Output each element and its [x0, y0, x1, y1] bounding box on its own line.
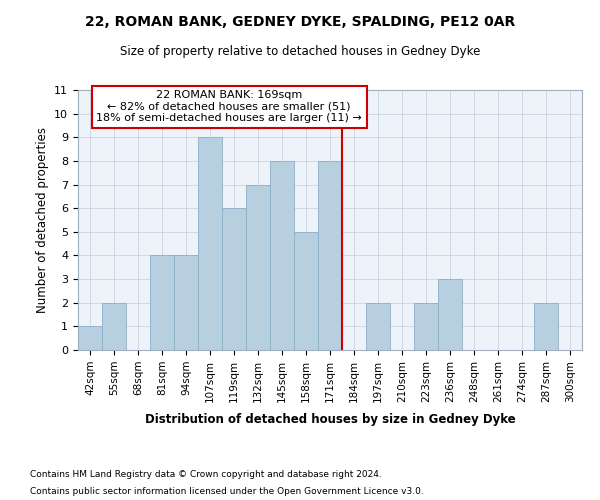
Text: Contains HM Land Registry data © Crown copyright and database right 2024.: Contains HM Land Registry data © Crown c…: [30, 470, 382, 479]
Bar: [198, 138, 222, 350]
Bar: [318, 161, 342, 350]
Bar: [102, 302, 126, 350]
Bar: [534, 302, 558, 350]
Bar: [294, 232, 318, 350]
Bar: [174, 256, 198, 350]
Bar: [366, 302, 390, 350]
Bar: [270, 161, 294, 350]
Bar: [150, 256, 174, 350]
Y-axis label: Number of detached properties: Number of detached properties: [36, 127, 49, 313]
Text: Contains public sector information licensed under the Open Government Licence v3: Contains public sector information licen…: [30, 488, 424, 496]
Bar: [246, 184, 270, 350]
Bar: [78, 326, 102, 350]
Bar: [438, 279, 462, 350]
Text: Size of property relative to detached houses in Gedney Dyke: Size of property relative to detached ho…: [120, 45, 480, 58]
Text: Distribution of detached houses by size in Gedney Dyke: Distribution of detached houses by size …: [145, 412, 515, 426]
Text: 22, ROMAN BANK, GEDNEY DYKE, SPALDING, PE12 0AR: 22, ROMAN BANK, GEDNEY DYKE, SPALDING, P…: [85, 15, 515, 29]
Bar: [414, 302, 438, 350]
Text: 22 ROMAN BANK: 169sqm
← 82% of detached houses are smaller (51)
18% of semi-deta: 22 ROMAN BANK: 169sqm ← 82% of detached …: [97, 90, 362, 123]
Bar: [222, 208, 246, 350]
